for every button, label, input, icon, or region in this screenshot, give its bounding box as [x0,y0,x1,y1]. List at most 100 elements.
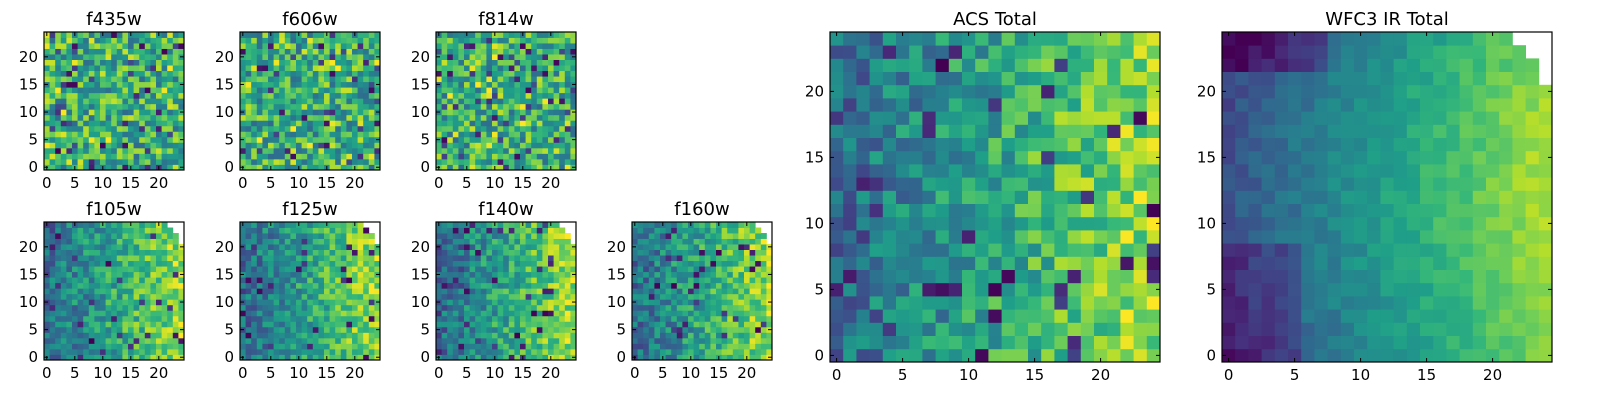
heatmap-cell [503,271,510,278]
heatmap-cell [273,227,280,234]
heatmap-cell [475,244,482,250]
heatmap-cell [55,81,62,88]
heatmap-cell [167,81,174,88]
heatmap-cell [531,255,538,262]
heatmap-cell [156,348,162,355]
heatmap-cell [111,81,118,88]
heatmap-cell [441,43,448,49]
heatmap-cell [352,332,358,339]
heatmap-cell [755,288,762,295]
heatmap-cell [671,227,678,234]
heatmap-cell [531,158,538,165]
heatmap-cell [167,321,174,328]
heatmap-cell [452,282,459,289]
heatmap-cell [564,354,571,361]
heatmap-cell [374,321,381,328]
heatmap-cell [559,315,566,322]
heatmap-cell [335,114,342,121]
heatmap-cell [525,227,532,234]
heatmap-cell [60,227,67,234]
heatmap-cell [570,249,577,256]
heatmap-cell [749,293,756,300]
heatmap-cell [296,76,302,83]
heatmap-cell [548,87,554,94]
y-tick-label: 5 [224,321,234,339]
heatmap-cell [896,177,910,191]
heatmap-cell [122,59,129,66]
heatmap-cell [66,142,73,149]
heatmap-cell [111,136,118,143]
heatmap-cell [161,70,168,77]
heatmap-cell [156,227,162,234]
heatmap-cell [458,321,465,328]
heatmap-cell [335,153,342,160]
heatmap-cell [436,233,442,239]
heatmap-cell [452,266,459,273]
heatmap-cell [273,59,280,66]
heatmap-cell [699,238,706,245]
heatmap-cell [368,354,375,361]
heatmap-cell [262,271,269,278]
x-tick-label: 20 [541,364,560,382]
heatmap-cell [497,32,504,38]
heatmap-cell [363,92,370,99]
heatmap-cell [340,260,347,267]
heatmap-cell [340,244,347,250]
heatmap-cell [525,158,532,165]
heatmap-cell [570,103,577,110]
heatmap-cell [240,282,246,289]
heatmap-cell [553,222,560,228]
heatmap-cell [452,326,459,333]
heatmap-cell [536,142,543,149]
heatmap-cell [94,37,101,44]
heatmap-cell [296,114,302,121]
heatmap-cell [262,164,269,171]
heatmap-cell [111,288,118,295]
heatmap-cell [1014,216,1029,231]
heatmap-cell [525,326,532,333]
heatmap-cell [643,315,650,322]
heatmap-cell [150,37,157,44]
heatmap-cell [178,87,185,94]
heatmap-cell [975,216,989,231]
heatmap-cell [279,310,286,317]
heatmap-cell [1094,243,1108,257]
heatmap-cell [357,266,364,273]
heatmap-cell [374,315,381,322]
heatmap-cell [94,142,101,149]
heatmap-cell [116,76,123,83]
heatmap-cell [374,103,381,110]
heatmap-cell [335,125,342,132]
heatmap-cell [335,120,342,127]
heatmap-cell [643,244,650,250]
heatmap-cell [688,244,694,250]
heatmap-cell [480,164,487,171]
heatmap-cell [1133,348,1148,363]
heatmap-cell [156,70,162,77]
heatmap-cell [486,43,493,49]
heatmap-cell [671,282,678,289]
heatmap-cell [268,233,274,239]
heatmap-cell [643,277,650,284]
heatmap-cell [486,147,493,154]
heatmap-cell [122,109,129,116]
heatmap-cell [268,304,274,311]
heatmap-cell [988,296,1002,310]
heatmap-cell [755,249,762,256]
heatmap-cell [492,98,498,105]
heatmap-cell [66,271,73,278]
heatmap-cell [139,326,146,333]
heatmap-cell [710,233,717,239]
heatmap-cell [111,315,118,322]
heatmap-cell [682,277,689,284]
heatmap-cell [335,147,342,154]
heatmap-cell [100,337,106,344]
heatmap-cell [318,282,325,289]
heatmap-cell [542,43,549,49]
heatmap-cell [256,343,263,350]
heatmap-cell [710,288,717,295]
heatmap-cell [688,233,694,239]
heatmap-cell [262,238,269,245]
heatmap-cell [882,137,897,152]
heatmap-cell [346,277,353,284]
